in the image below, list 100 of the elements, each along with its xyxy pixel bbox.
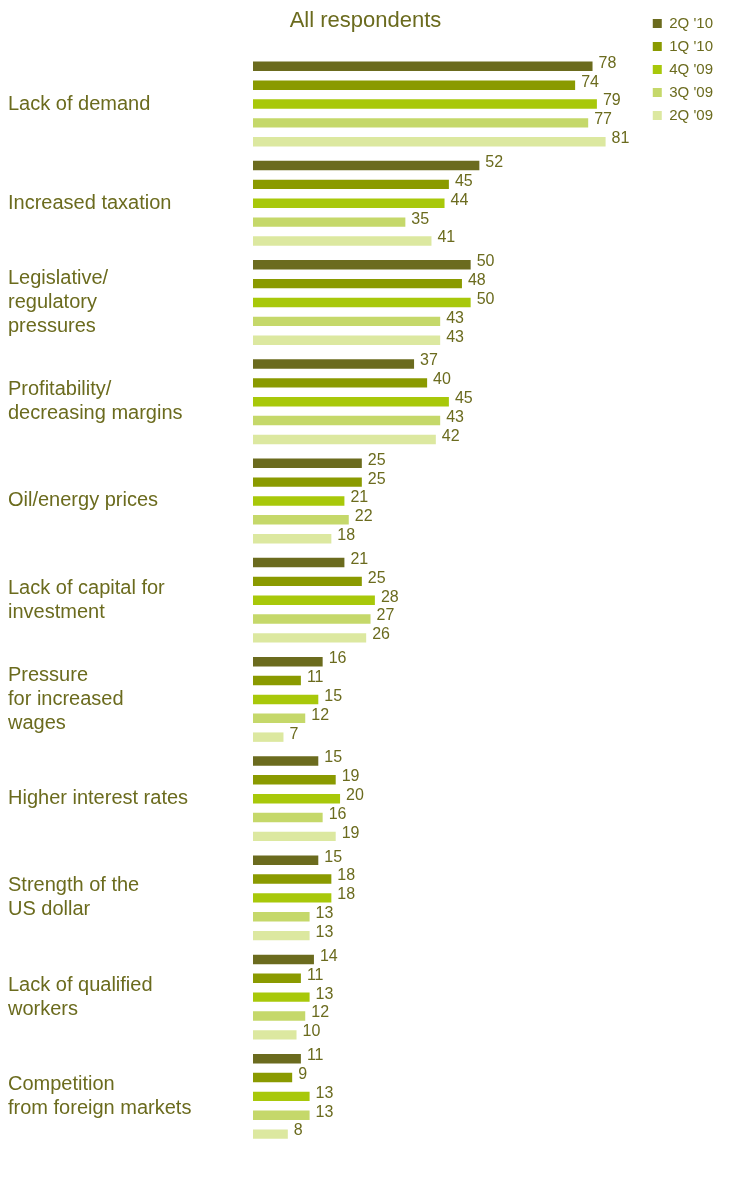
data-label: 74 (581, 72, 600, 90)
data-label: 19 (341, 767, 360, 785)
data-label: 21 (350, 488, 369, 506)
data-label: 48 (467, 271, 486, 289)
bar (253, 415, 441, 426)
data-label: 10 (302, 1022, 321, 1040)
bar (253, 874, 332, 884)
data-label: 40 (433, 370, 452, 388)
data-label: 77 (594, 110, 613, 128)
y-tick-label: Pressure for increased wages (7, 662, 124, 733)
bar (253, 1110, 310, 1120)
y-tick-label: Increased taxation (8, 190, 172, 213)
y-tick-label: Competition from foreign markets (8, 1071, 192, 1118)
bar (253, 855, 319, 865)
data-label: 25 (367, 450, 386, 468)
data-label: 16 (328, 804, 347, 822)
data-label: 15 (324, 748, 343, 766)
bar (253, 576, 362, 587)
data-label: 13 (315, 923, 334, 941)
bar (253, 954, 314, 965)
data-label: 25 (367, 469, 386, 487)
bar (253, 812, 323, 823)
data-label: 78 (598, 53, 617, 71)
bar (253, 614, 371, 624)
data-label: 22 (354, 507, 373, 525)
bar (253, 912, 310, 922)
bar (253, 359, 415, 369)
y-tick-label: Legislative/ regulatory pressures (8, 266, 109, 337)
bar (253, 1053, 301, 1064)
bar (253, 515, 349, 525)
legend-label: 2Q '09 (669, 105, 714, 123)
bar (253, 756, 319, 766)
y-tick-label: Oil/energy prices (8, 488, 159, 511)
data-label: 7 (289, 724, 299, 742)
data-label: 9 (298, 1064, 308, 1082)
bar (253, 1072, 293, 1083)
data-label: 45 (454, 389, 473, 407)
bar (253, 118, 589, 128)
data-label: 43 (446, 308, 465, 326)
data-label: 52 (485, 152, 504, 170)
bar (253, 61, 593, 72)
data-label: 18 (337, 866, 356, 884)
data-label: 13 (315, 1083, 334, 1101)
bar (253, 992, 310, 1002)
bar (253, 260, 471, 270)
data-label: 26 (372, 625, 391, 643)
data-label: 21 (350, 549, 369, 567)
data-label: 18 (337, 526, 356, 544)
y-tick-label: Strength of the US dollar (8, 873, 140, 920)
bar (253, 80, 576, 90)
data-label: 15 (324, 847, 343, 865)
bar (253, 434, 436, 445)
bar (253, 496, 345, 506)
data-label: 14 (319, 946, 338, 964)
bar (253, 595, 375, 605)
data-label: 50 (476, 289, 495, 307)
bar (253, 278, 462, 289)
legend-label: 4Q '09 (669, 59, 714, 77)
bar (253, 1030, 297, 1040)
data-label: 79 (602, 91, 621, 109)
data-label: 37 (420, 351, 438, 369)
y-tick-label: Profitability/ decreasing margins (8, 377, 183, 424)
data-label: 28 (380, 587, 399, 605)
data-label: 41 (437, 228, 456, 246)
data-label: 11 (306, 667, 324, 685)
bar (253, 458, 362, 468)
data-label: 11 (306, 965, 324, 983)
bar (253, 1091, 310, 1102)
data-label: 15 (324, 686, 343, 704)
bar (253, 713, 306, 724)
y-tick-label: Lack of qualified workers (7, 972, 153, 1019)
data-label: 42 (441, 426, 460, 444)
bar (253, 973, 301, 983)
bar (253, 893, 332, 903)
data-label: 43 (446, 327, 465, 345)
data-label: 12 (311, 705, 330, 723)
bar (253, 179, 449, 190)
bar (253, 694, 319, 705)
data-label: 13 (315, 904, 334, 922)
data-label: 8 (293, 1121, 303, 1139)
data-label: 13 (315, 984, 334, 1002)
bar (253, 1011, 306, 1021)
bar (253, 335, 441, 345)
bar (253, 533, 332, 544)
bar (253, 198, 445, 208)
bar (253, 236, 432, 246)
data-label: 44 (450, 190, 469, 208)
bar (253, 99, 597, 109)
bar (253, 675, 301, 686)
data-label: 19 (341, 823, 360, 841)
data-label: 35 (411, 209, 430, 227)
data-label: 43 (446, 407, 465, 425)
bar (253, 217, 406, 227)
bar (253, 378, 428, 388)
data-label: 16 (328, 649, 347, 667)
data-label: 18 (337, 885, 356, 903)
legend-label: 3Q '09 (669, 82, 714, 100)
chart-title: All respondents (289, 7, 442, 33)
y-tick-label: Lack of demand (8, 91, 151, 114)
bar (253, 793, 341, 804)
